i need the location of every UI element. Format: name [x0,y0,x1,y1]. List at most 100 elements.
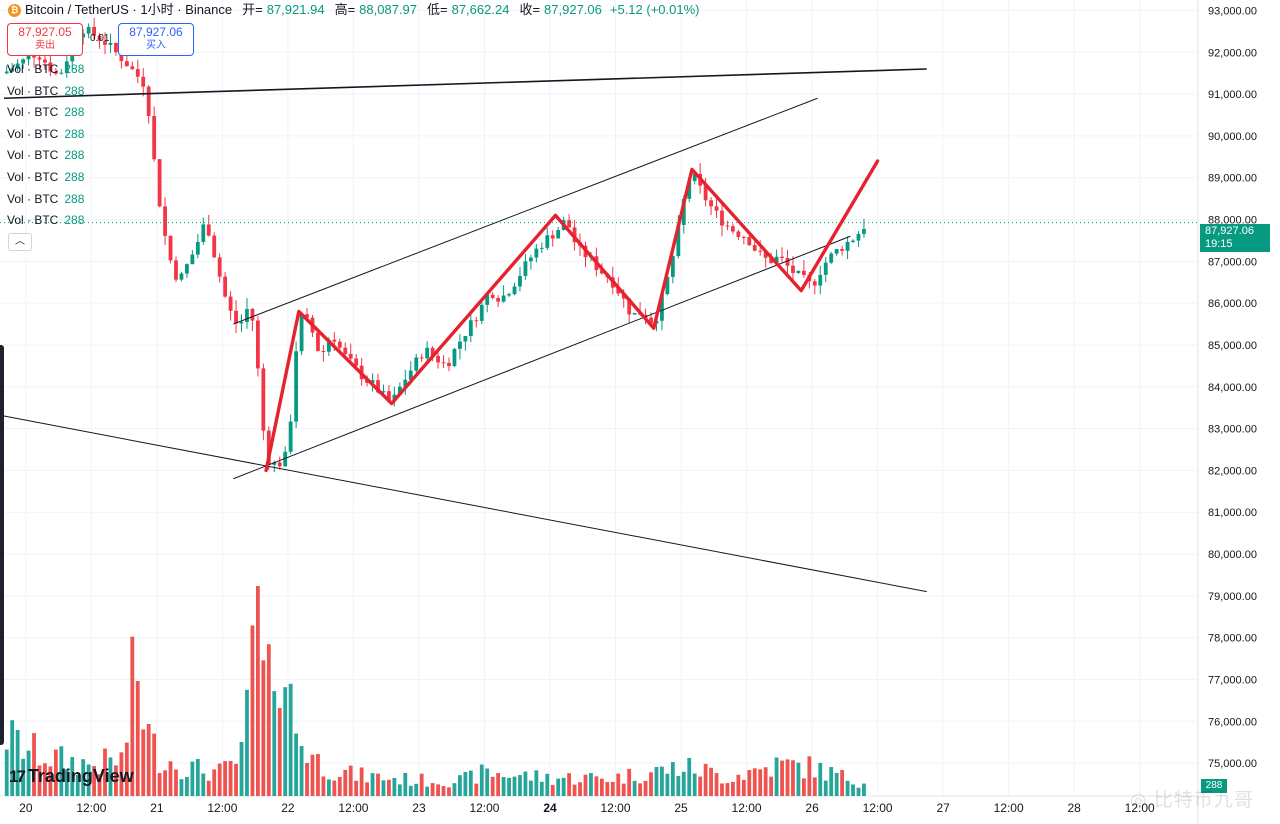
candle[interactable] [403,369,408,395]
trend-line-channel-bottom[interactable] [233,235,851,480]
volume-legend-row[interactable]: Vol · BTC 288 [7,59,84,81]
collapse-legend-button[interactable]: ︿ [8,233,32,251]
candle[interactable] [414,353,419,374]
candle[interactable] [665,276,670,296]
candle[interactable] [856,230,861,248]
trend-lines[interactable] [3,68,927,593]
candle[interactable] [736,229,741,240]
candle[interactable] [840,245,845,256]
candle[interactable] [294,341,299,429]
candle[interactable] [851,239,855,244]
candle[interactable] [212,232,217,258]
candle[interactable] [206,214,211,237]
candle[interactable] [15,59,20,72]
candle[interactable] [343,342,348,357]
candle[interactable] [108,33,113,53]
candle[interactable] [845,236,850,260]
candle[interactable] [556,226,561,239]
volume-legend-row[interactable]: Vol · BTC 288 [7,81,84,103]
candle[interactable] [174,256,178,283]
candle[interactable] [392,386,397,407]
candle[interactable] [250,308,255,332]
candle[interactable] [496,295,501,308]
candle[interactable] [21,58,26,69]
candle[interactable] [277,456,282,470]
candle[interactable] [862,218,866,238]
trend-line-upper-flat[interactable] [3,68,927,100]
candle[interactable] [135,59,140,84]
candle[interactable] [692,173,697,185]
candle[interactable] [92,17,96,41]
candle[interactable] [168,235,173,264]
left-panel-edge[interactable] [0,345,4,745]
candle[interactable] [747,235,752,247]
candle[interactable] [86,23,91,39]
candle[interactable] [468,312,473,343]
candle[interactable] [228,291,233,321]
candle[interactable] [545,227,550,251]
tradingview-logo[interactable]: 17 TradingView [9,766,134,787]
candle[interactable] [81,29,86,45]
volume-legend-row[interactable]: Vol · BTC 288 [7,167,84,189]
symbol-title[interactable]: Bitcoin / TetherUS · 1小时 · Binance [25,2,233,17]
zigzag-pattern-line[interactable] [264,159,880,473]
candle[interactable] [4,65,9,75]
candle[interactable] [245,298,249,329]
candle[interactable] [43,53,47,70]
candle[interactable] [261,363,266,441]
volume-legend-row[interactable]: Vol · BTC 288 [7,189,84,211]
candle[interactable] [632,312,637,315]
candle[interactable] [255,316,260,377]
candle[interactable] [829,251,834,265]
candle[interactable] [288,414,293,455]
candle[interactable] [157,158,162,208]
volume-legend-row[interactable]: Vol · BTC 288 [7,124,84,146]
candle[interactable] [299,312,304,355]
candle[interactable] [441,355,446,369]
candle[interactable] [114,42,118,56]
candle[interactable] [234,300,238,334]
candle[interactable] [141,68,146,97]
candle[interactable] [321,344,326,362]
candle[interactable] [97,33,102,49]
candle[interactable] [501,285,506,303]
candle[interactable] [447,357,451,372]
candle[interactable] [583,241,588,268]
candle[interactable] [130,61,135,71]
candle[interactable] [818,265,823,295]
candle[interactable] [801,260,806,278]
y-axis[interactable]: 93,000.00 92,000.00 91,000.00 90,000.00 89,0… [1208,5,1257,770]
candle[interactable] [490,292,495,300]
candle[interactable] [452,347,457,368]
candle[interactable] [354,354,359,367]
candle[interactable] [195,233,200,259]
candle[interactable] [741,235,746,245]
candle[interactable] [316,332,320,352]
candle[interactable] [217,253,222,283]
buy-button[interactable]: 87,927.06 买入 [118,23,194,56]
candle[interactable] [823,256,828,283]
candle[interactable] [436,350,440,369]
candle[interactable] [201,217,206,245]
candle[interactable] [163,197,167,246]
candle[interactable] [463,336,468,351]
candle[interactable] [223,272,228,298]
candle[interactable] [725,220,730,231]
candle[interactable] [190,250,195,265]
candle[interactable] [720,202,724,237]
candle[interactable] [812,278,817,295]
x-axis[interactable]: 20 12:00 21 12:00 22 12:00 23 12:00 24 12:00 25 12:… [0,0,1199,824]
sell-button[interactable]: 87,927.05 卖出 [7,23,83,56]
candle[interactable] [239,314,244,333]
trend-line-descending[interactable] [3,415,927,593]
volume-legend-row[interactable]: Vol · BTC 288 [7,145,84,167]
trend-line-channel-top[interactable] [233,97,818,325]
candle[interactable] [507,292,511,298]
candle[interactable] [32,55,36,68]
volume-legend-row[interactable]: Vol · BTC 288 [7,102,84,124]
candle[interactable] [458,334,462,360]
volume-legend-row[interactable]: Vol · BTC 288 [7,210,84,232]
candle[interactable] [348,343,353,363]
candle[interactable] [785,249,790,276]
candle[interactable] [796,270,801,274]
